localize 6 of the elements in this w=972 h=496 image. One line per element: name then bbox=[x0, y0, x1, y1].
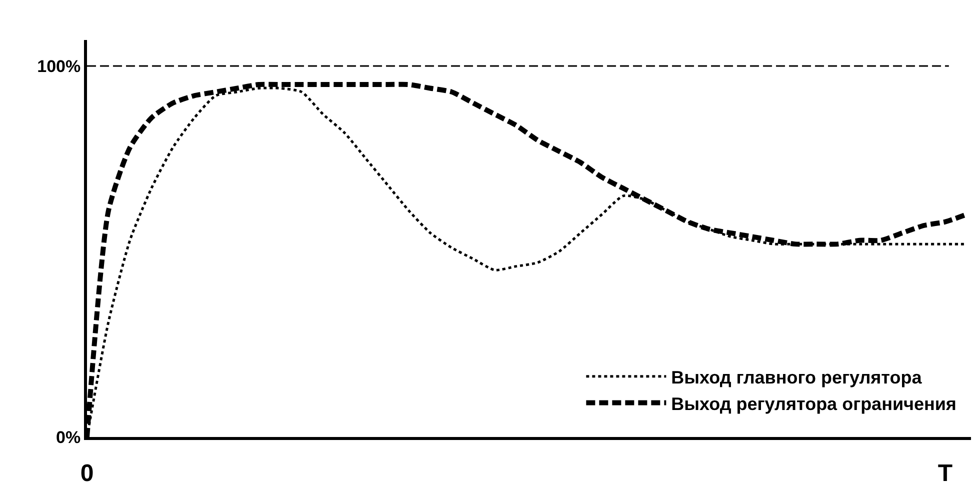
x-tick-label: 0 bbox=[80, 460, 94, 487]
y-tick-label: 100% bbox=[37, 56, 81, 76]
legend-label: Выход главного регулятора bbox=[671, 367, 923, 388]
legend-label: Выход регулятора ограничения bbox=[671, 394, 956, 414]
x-tick-label: T bbox=[938, 460, 953, 487]
y-tick-label: 0% bbox=[56, 428, 81, 447]
